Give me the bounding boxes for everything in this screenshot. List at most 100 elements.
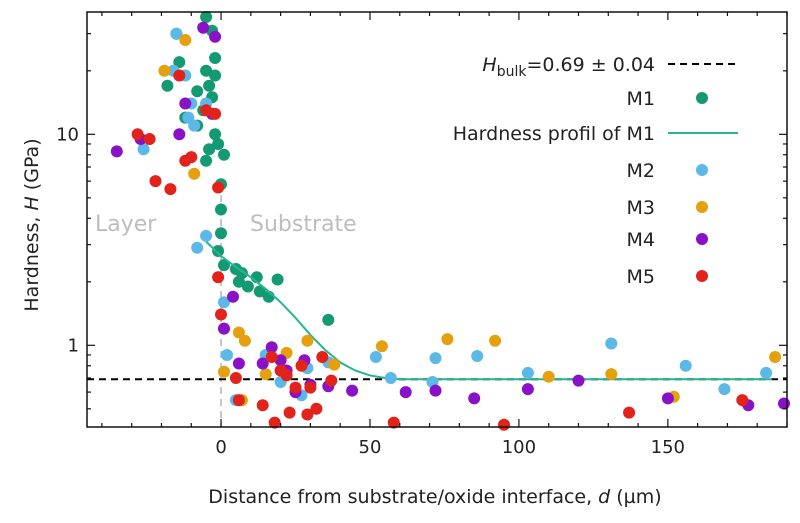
data-point-m4 — [179, 97, 192, 110]
data-point-m5 — [229, 372, 242, 384]
data-point-m5 — [268, 416, 281, 429]
data-point-m2 — [218, 296, 230, 309]
legend-label-m3: M3 — [627, 197, 655, 219]
region-label-substrate: Substrate — [250, 212, 357, 237]
data-point-m5 — [387, 416, 400, 429]
x-tick-label: 100 — [502, 437, 536, 458]
data-point-m4 — [429, 384, 442, 397]
data-point-m5 — [212, 271, 225, 284]
data-point-m3 — [375, 340, 388, 353]
data-point-m4 — [468, 392, 481, 405]
data-point-m3 — [542, 370, 555, 383]
data-point-m4 — [265, 341, 278, 354]
data-point-m1 — [191, 85, 204, 98]
data-point-m1 — [203, 79, 216, 92]
data-point-m4 — [227, 290, 239, 303]
data-point-m5 — [325, 374, 338, 387]
data-point-m1 — [212, 138, 225, 150]
data-point-m3 — [218, 365, 230, 378]
x-tick-label: 50 — [359, 437, 382, 458]
data-point-m1 — [218, 259, 230, 272]
data-point-m5 — [623, 406, 636, 419]
data-point-m1 — [161, 79, 174, 92]
data-point-m2 — [200, 229, 213, 242]
region-label-layer: Layer — [95, 212, 157, 237]
x-tick-label: 0 — [215, 437, 226, 458]
data-point-m5 — [301, 408, 314, 421]
data-point-m2 — [760, 366, 773, 379]
data-point-m1 — [253, 285, 266, 298]
series-line-hardness-profil-of-m1 — [205, 240, 773, 381]
data-point-m1 — [200, 154, 213, 167]
data-point-m2 — [471, 350, 484, 362]
axes: 0 50 100 150 1 10 — [56, 11, 788, 458]
data-point-m3 — [328, 358, 341, 371]
data-point-m5 — [209, 107, 222, 120]
data-point-m5 — [295, 359, 308, 372]
data-point-m2 — [137, 143, 150, 156]
data-point-m5 — [283, 406, 296, 419]
data-point-m5 — [212, 181, 225, 194]
data-point-m2 — [170, 27, 183, 40]
data-point-m5 — [232, 394, 245, 407]
data-point-m4 — [778, 397, 790, 410]
data-point-m3 — [179, 34, 192, 46]
data-point-m5 — [289, 381, 302, 394]
data-point-m1 — [200, 64, 213, 77]
legend-label-m5: M5 — [627, 266, 655, 288]
data-point-m3 — [769, 351, 782, 363]
data-point-m5 — [149, 175, 162, 188]
data-point-m5 — [131, 128, 144, 141]
legend-swatch-m1 — [696, 92, 708, 104]
data-point-m5 — [143, 133, 156, 145]
y-axis-title: Hardness, H (GPa) — [21, 138, 43, 311]
data-point-m2 — [384, 372, 397, 384]
data-point-m1 — [271, 273, 284, 286]
data-point-m5 — [265, 351, 278, 363]
data-point-m1 — [232, 275, 245, 288]
data-point-m4 — [218, 322, 230, 335]
data-point-m3 — [605, 368, 618, 381]
data-point-m3 — [301, 334, 314, 347]
legend-swatch-m3 — [696, 201, 708, 213]
data-point-m2 — [429, 352, 442, 365]
legend-label-m2: M2 — [627, 160, 655, 182]
legend-label-m4: M4 — [627, 229, 655, 251]
data-point-m1 — [212, 245, 225, 257]
data-point-m2 — [191, 241, 204, 254]
data-point-m2 — [605, 337, 618, 350]
legend: Hbulk=0.69 ± 0.04 M1 Hardness profil of … — [453, 54, 738, 288]
data-point-m2 — [188, 119, 201, 132]
data-point-m5 — [179, 154, 192, 167]
data-point-m2 — [679, 359, 692, 372]
data-point-m5 — [256, 399, 269, 412]
legend-label-m1: M1 — [627, 88, 655, 110]
data-point-m1 — [215, 227, 227, 240]
data-point-m3 — [259, 368, 272, 381]
data-point-m5 — [304, 381, 317, 394]
y-tick-label: 1 — [68, 335, 79, 356]
data-point-m4 — [173, 128, 186, 141]
plot-area — [87, 11, 790, 431]
data-point-m2 — [521, 366, 534, 379]
data-point-m2 — [221, 349, 233, 361]
data-point-m4 — [110, 145, 123, 158]
plot-frame — [86, 11, 788, 428]
data-point-m3 — [489, 334, 502, 347]
data-point-m5 — [200, 104, 213, 117]
data-point-m5 — [736, 394, 749, 407]
data-point-m1 — [322, 313, 335, 326]
legend-label-profile: Hardness profil of M1 — [453, 123, 655, 145]
data-point-m1 — [209, 128, 222, 141]
data-point-m2 — [718, 383, 731, 396]
data-point-m4 — [661, 392, 674, 405]
data-point-m4 — [399, 386, 412, 399]
data-point-m4 — [232, 357, 245, 370]
data-point-m4 — [521, 383, 534, 396]
legend-swatch-m2 — [696, 164, 708, 176]
data-point-m4 — [209, 30, 222, 43]
data-point-m1 — [203, 143, 216, 156]
data-point-m5 — [164, 183, 177, 196]
data-point-m1 — [173, 56, 186, 69]
